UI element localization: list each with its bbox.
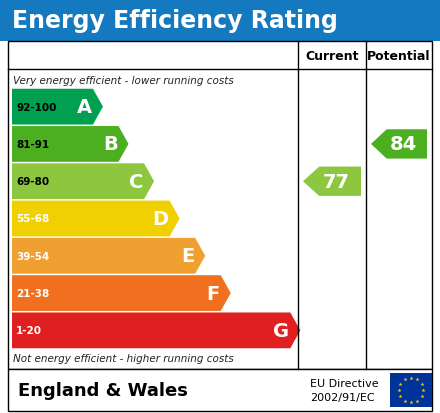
Text: E: E (181, 247, 194, 266)
Text: 55-68: 55-68 (16, 214, 49, 224)
Text: 69-80: 69-80 (16, 177, 49, 187)
Polygon shape (371, 130, 427, 159)
Text: 84: 84 (389, 135, 417, 154)
Polygon shape (12, 164, 154, 199)
Text: Very energy efficient - lower running costs: Very energy efficient - lower running co… (13, 75, 234, 85)
Text: Not energy efficient - higher running costs: Not energy efficient - higher running co… (13, 353, 234, 363)
Polygon shape (12, 238, 205, 274)
Bar (390, 373, 432, 407)
Polygon shape (12, 90, 103, 125)
Text: G: G (273, 321, 290, 340)
Polygon shape (12, 127, 128, 162)
Text: Potential: Potential (367, 50, 431, 62)
Polygon shape (12, 275, 231, 311)
Text: 1-20: 1-20 (16, 325, 42, 335)
Text: F: F (206, 284, 220, 303)
Text: D: D (153, 209, 169, 228)
Text: Energy Efficiency Rating: Energy Efficiency Rating (12, 9, 338, 33)
Text: 21-38: 21-38 (16, 288, 49, 298)
Text: EU Directive: EU Directive (310, 378, 379, 388)
Text: 2002/91/EC: 2002/91/EC (310, 392, 374, 402)
Polygon shape (12, 313, 301, 349)
Bar (0, 0, 440, 42)
Text: B: B (103, 135, 117, 154)
Text: 39-54: 39-54 (16, 251, 49, 261)
Bar (8, 42, 432, 369)
Text: 92-100: 92-100 (16, 102, 56, 112)
Polygon shape (12, 201, 180, 237)
Text: C: C (128, 172, 143, 191)
Text: 77: 77 (323, 172, 349, 191)
Text: 81-91: 81-91 (16, 140, 49, 150)
Text: A: A (77, 98, 92, 117)
Bar (8, 369, 432, 411)
Polygon shape (303, 167, 361, 197)
Text: England & Wales: England & Wales (18, 381, 188, 399)
Text: Current: Current (305, 50, 359, 62)
